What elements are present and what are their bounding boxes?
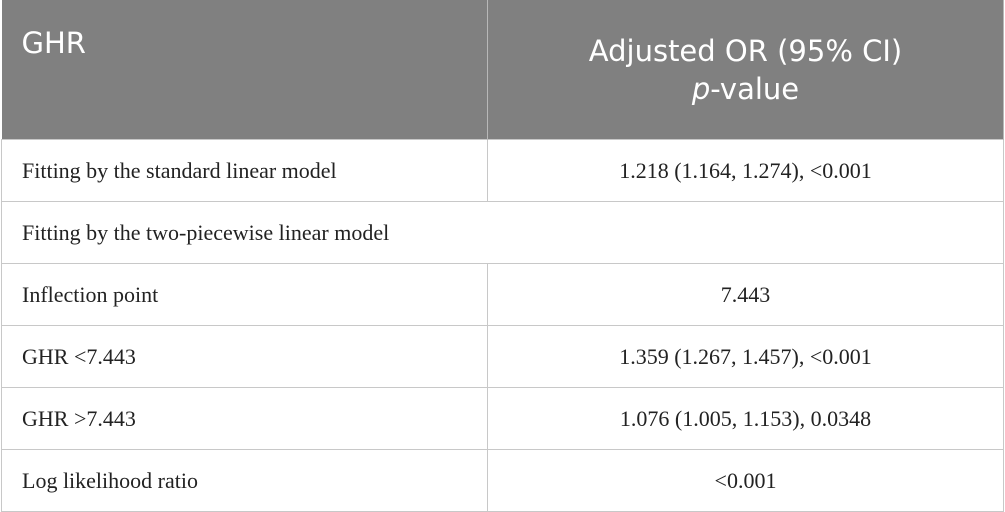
table-row: Fitting by the two-piecewise linear mode… bbox=[1, 201, 1004, 264]
header-line: Adjusted OR (95% CI) bbox=[588, 33, 903, 68]
value-cell: <0.001 bbox=[487, 449, 1004, 512]
header-row: GHR Adjusted OR (95% CI) p-value bbox=[1, 0, 1004, 140]
label-cell: Inflection point bbox=[1, 263, 488, 326]
header-cell: GHR bbox=[1, 0, 488, 140]
table-row: GHR >7.443 1.076 (1.005, 1.153), 0.0348 bbox=[1, 387, 1004, 450]
value-cell: 1.076 (1.005, 1.153), 0.0348 bbox=[487, 387, 1004, 450]
value-cell: 7.443 bbox=[487, 263, 1004, 326]
table-row: GHR <7.443 1.359 (1.267, 1.457), <0.001 bbox=[1, 325, 1004, 388]
label-cell: Fitting by the two-piecewise linear mode… bbox=[1, 201, 1004, 264]
header-line: p-value bbox=[508, 70, 983, 108]
italic-p: p bbox=[691, 71, 711, 106]
label-cell: Log likelihood ratio bbox=[1, 449, 488, 512]
label-cell: Fitting by the standard linear model bbox=[1, 139, 488, 202]
value-cell: 1.218 (1.164, 1.274), <0.001 bbox=[487, 139, 1004, 202]
table-header: GHR Adjusted OR (95% CI) p-value bbox=[1, 0, 1004, 140]
table-row: Log likelihood ratio <0.001 bbox=[1, 449, 1004, 512]
table-body: Fitting by the standard linear model 1.21… bbox=[1, 139, 1004, 512]
header-cell: Adjusted OR (95% CI) p-value bbox=[487, 0, 1004, 140]
table-row: Fitting by the standard linear model 1.21… bbox=[1, 139, 1004, 202]
label-cell: GHR >7.443 bbox=[1, 387, 488, 450]
table-row: Inflection point 7.443 bbox=[1, 263, 1004, 326]
header-text: -value bbox=[710, 71, 800, 106]
label-cell: GHR <7.443 bbox=[1, 325, 488, 388]
value-cell: 1.359 (1.267, 1.457), <0.001 bbox=[487, 325, 1004, 388]
